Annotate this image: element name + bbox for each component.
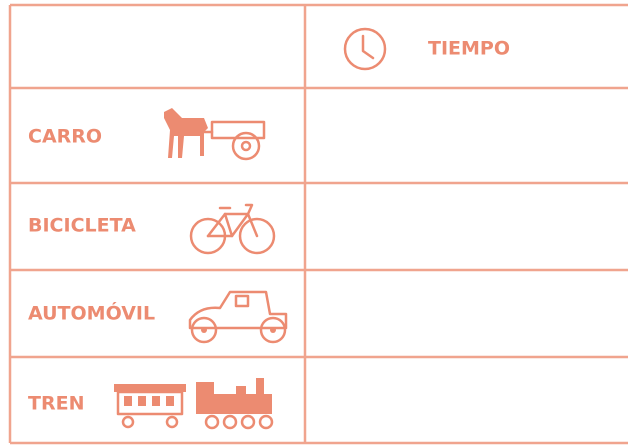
- row-label: TREN: [28, 393, 84, 415]
- train-icon: [114, 378, 274, 430]
- row-label: CARRO: [28, 126, 102, 148]
- row-label: BICICLETA: [28, 215, 136, 237]
- bicycle-icon: [189, 203, 276, 255]
- header-title: TIEMPO: [428, 38, 510, 60]
- table-grid: [8, 3, 628, 445]
- clock-icon: [343, 27, 387, 71]
- car-icon: [188, 290, 288, 344]
- carriage-icon: [164, 108, 266, 161]
- row-label: AUTOMÓVIL: [28, 301, 155, 325]
